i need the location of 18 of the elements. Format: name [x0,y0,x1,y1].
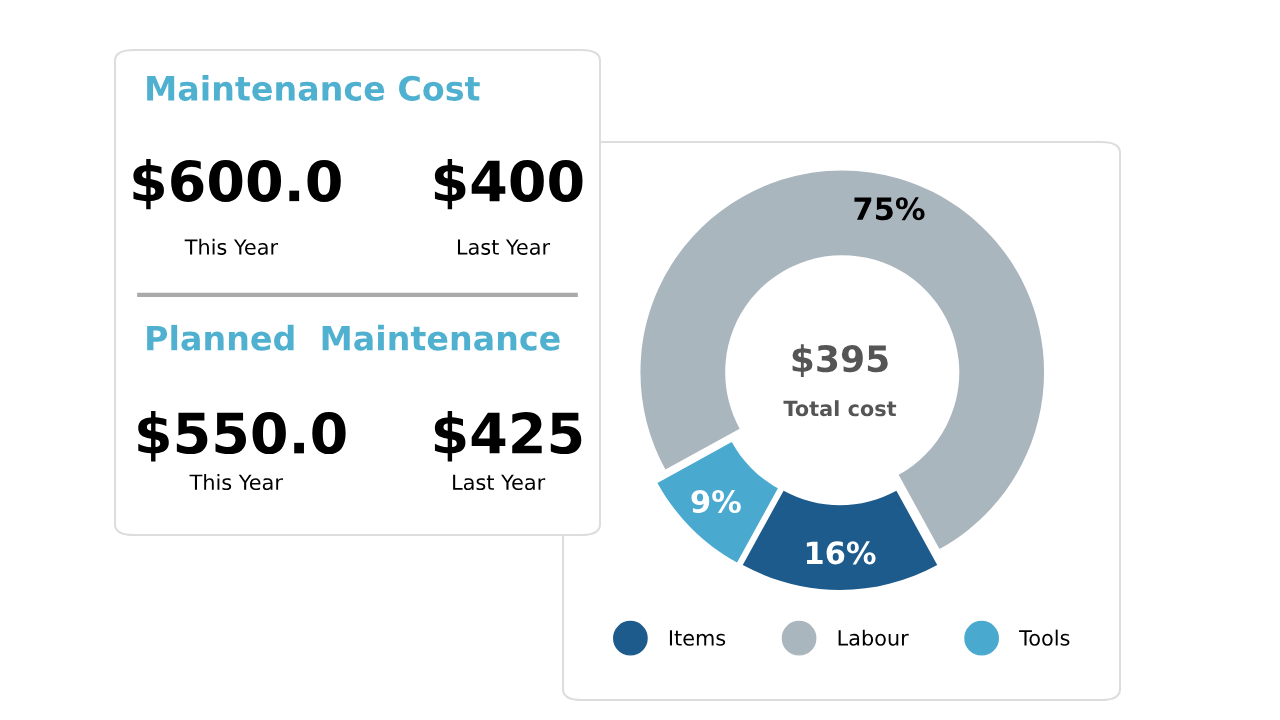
text: $395 [792,344,888,378]
text: This Year [184,238,279,255]
text: Last Year [457,239,551,255]
text: $600.0 [133,158,341,210]
text: Maintenance Cost [147,75,480,101]
text: Total cost [783,400,897,417]
text: Last Year [453,474,546,491]
text: $425 [434,411,582,462]
data-label: 75% [854,197,925,221]
text: $400 [434,158,583,210]
legend-label: Labour [838,629,909,646]
data-label: 16% [806,541,876,565]
legend-label: Items [669,630,726,646]
legend-label: Tools [1019,629,1070,646]
data-label: 9% [691,489,741,514]
text: Planned Maintenance [147,324,560,351]
text: $550.0 [138,411,346,462]
text: This Year [189,473,283,491]
